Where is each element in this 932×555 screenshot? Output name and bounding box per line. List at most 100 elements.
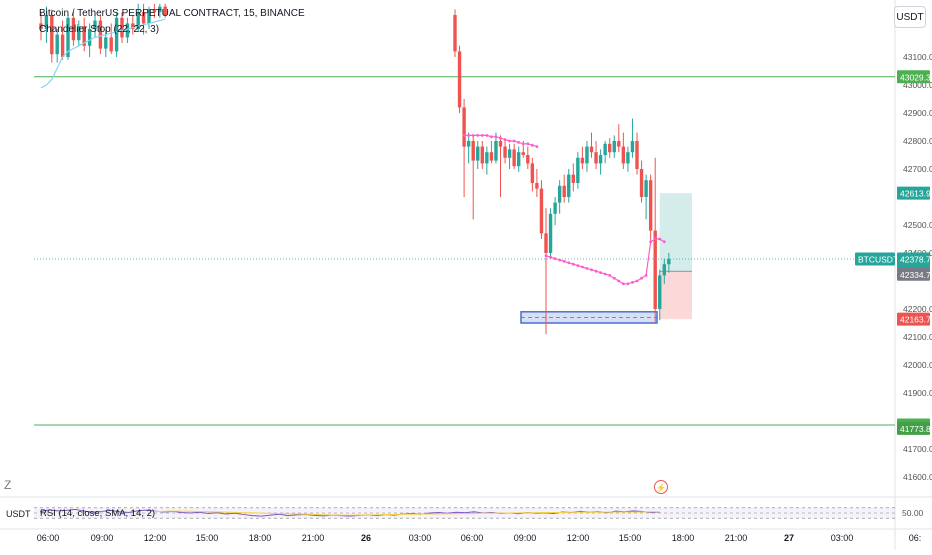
candle-body xyxy=(44,15,49,29)
candle-body xyxy=(608,143,612,153)
candle-body xyxy=(71,17,76,41)
candle-body xyxy=(125,23,130,38)
candle-body xyxy=(653,230,657,309)
rsi-line xyxy=(39,508,661,517)
time-scale-label: 21:00 xyxy=(302,533,325,543)
candle-body xyxy=(163,6,167,15)
candle-body xyxy=(603,143,607,155)
time-scale-label: 15:00 xyxy=(196,533,219,543)
price-tag-entry xyxy=(897,267,930,281)
candle-body xyxy=(617,141,621,147)
lightning-icon-glyph: ⚡ xyxy=(656,483,666,493)
candle-body xyxy=(109,37,113,52)
candle-body xyxy=(521,152,525,155)
price-scale-label: 42900.0 xyxy=(903,108,932,118)
time-scale-label: 03:00 xyxy=(409,533,432,543)
candle-body xyxy=(485,152,489,164)
candle-body xyxy=(571,174,575,183)
candle-body xyxy=(548,213,553,253)
candle-body xyxy=(557,185,562,203)
rsi-legend[interactable]: RSI (14, close, SMA, 14, 2) xyxy=(40,508,156,519)
candle-body xyxy=(60,34,65,57)
candle-body xyxy=(589,146,594,153)
candle-body xyxy=(530,163,535,183)
time-scale-label: 18:00 xyxy=(672,533,695,543)
time-scale-label: 15:00 xyxy=(619,533,642,543)
time-scale-label: 06: xyxy=(909,533,922,543)
candle-body xyxy=(644,180,648,197)
rsi-scale-label: 50.00 xyxy=(902,508,924,518)
price-tag-label-profit: 42613.9 xyxy=(900,189,931,199)
candle-body xyxy=(517,152,521,167)
price-tag-stop xyxy=(897,312,930,326)
candle-body xyxy=(535,183,539,189)
price-scale-label: 43000.0 xyxy=(903,80,932,90)
candle-body xyxy=(82,26,86,46)
price-scale-label: 41600.0 xyxy=(903,472,932,482)
price-tag-green xyxy=(897,421,930,435)
price-scale-label: 42700.0 xyxy=(903,164,932,174)
candle-body xyxy=(476,146,480,161)
candle-body xyxy=(667,258,671,265)
time-scale-label: 12:00 xyxy=(144,533,167,543)
candle-body xyxy=(507,149,512,158)
time-scale-label: 06:00 xyxy=(37,533,60,543)
candle-body xyxy=(526,155,530,164)
candle-body xyxy=(567,174,571,197)
candle-body xyxy=(580,157,585,164)
candle-body xyxy=(639,169,644,197)
candle-body xyxy=(598,155,603,164)
z-icon[interactable]: Z xyxy=(4,478,12,492)
candle-body xyxy=(630,141,635,153)
time-scale-label: 06:00 xyxy=(461,533,484,543)
candle-body xyxy=(576,157,580,183)
price-tag-label-entry: 42334.7 xyxy=(900,270,931,280)
currency-button[interactable]: USDT xyxy=(894,6,926,28)
candle-body xyxy=(131,23,135,29)
price-scale-label: 42800.0 xyxy=(903,136,932,146)
candle-body xyxy=(120,17,124,38)
price-tag-profit xyxy=(897,186,930,200)
candle-body xyxy=(544,233,548,253)
time-scale-label: 03:00 xyxy=(831,533,854,543)
candle-body xyxy=(114,17,119,52)
candle-body xyxy=(50,15,54,55)
candle-body xyxy=(152,9,157,13)
price-scale-label: 41900.0 xyxy=(903,388,932,398)
candle-body xyxy=(626,152,630,164)
candle-body xyxy=(147,9,151,24)
candle-body xyxy=(93,20,97,29)
candle-body xyxy=(512,149,516,167)
time-scale-label: 09:00 xyxy=(514,533,537,543)
candle-body xyxy=(77,26,81,41)
lightning-icon xyxy=(654,480,668,494)
time-scale-label: 09:00 xyxy=(91,533,114,543)
candle-body xyxy=(136,12,140,29)
price-scale-label: 41700.0 xyxy=(903,444,932,454)
price-scale-label: 42500.0 xyxy=(903,220,932,230)
price-tag-last xyxy=(897,252,930,266)
candle-body xyxy=(494,141,498,161)
time-scale-label: 12:00 xyxy=(567,533,590,543)
symbol-title: Bitcoin / TetherUS PERPETUAL CONTRACT, 1… xyxy=(39,8,305,19)
candle-body xyxy=(635,141,639,169)
candle-body xyxy=(539,188,544,234)
candle-body xyxy=(489,152,494,161)
candle-body xyxy=(39,23,43,29)
candle-body xyxy=(466,141,471,147)
candle-body xyxy=(66,17,70,57)
position-profit-zone xyxy=(659,193,692,272)
rsi-sma-line xyxy=(150,510,660,516)
indicator-legend[interactable]: Chandelier Stop (22, 22, 3) xyxy=(39,24,160,35)
horizontal-line-tag-label: 43029.3 xyxy=(900,72,931,82)
price-tag-symbol xyxy=(855,252,895,266)
candle-body xyxy=(658,275,662,309)
time-scale-label: 21:00 xyxy=(725,533,748,543)
chandelier-stop-line xyxy=(464,134,538,148)
price-tag-label-last: 42378.7 xyxy=(900,254,931,264)
chandelier-stop-line xyxy=(545,238,665,285)
candle-body xyxy=(562,185,566,197)
candle-body xyxy=(480,146,484,164)
price-scale-label: 43100.0 xyxy=(903,52,932,62)
